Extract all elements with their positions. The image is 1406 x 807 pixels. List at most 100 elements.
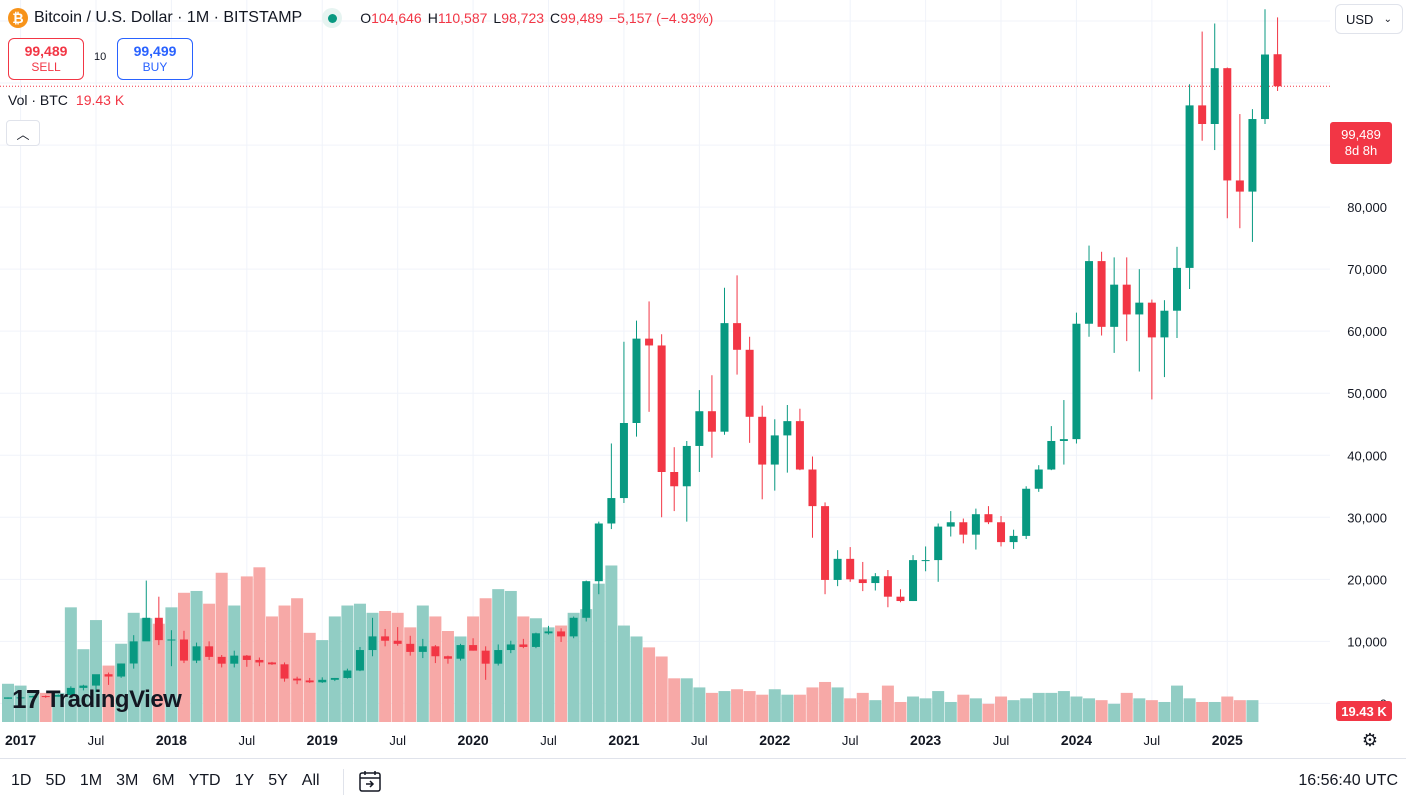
candle-body [205,646,214,657]
volume-bar [605,565,618,722]
candle [154,596,163,646]
volume-bar [1045,692,1058,722]
volume-bar [995,696,1008,722]
candle-body [582,581,591,618]
volume-bar [856,692,869,722]
chart-settings-icon[interactable]: ⚙ [1361,729,1379,750]
candle-body [330,677,339,680]
candle [179,630,188,664]
x-tick-label: Jul [691,733,708,748]
candle-body [1173,267,1182,311]
candle-body [770,435,779,465]
volume-legend[interactable]: Vol · BTC 19.43 K [8,92,124,108]
candle [833,550,842,587]
candle-body [1198,105,1207,124]
candle [594,521,603,595]
candle-body [167,639,176,641]
buy-button[interactable]: 99,499 BUY [117,38,193,80]
x-tick-label: 2024 [1061,732,1092,748]
currency-select[interactable]: USD ⌄ [1335,4,1403,34]
candle-body [242,655,251,660]
y-tick-label: 10,000 [1347,634,1387,649]
bitcoin-logo-icon: ₿ [8,8,28,28]
volume-legend-value: 19.43 K [75,92,125,108]
candle-body [494,650,503,664]
market-status-icon[interactable] [322,8,343,28]
range-5d-button[interactable]: 5D [45,772,66,789]
candle-body [343,670,352,678]
volume-bar [869,700,882,722]
candle [129,635,138,669]
volume-bar [303,632,316,722]
candle-body [695,411,704,446]
candle-body [1122,284,1131,315]
candle-body [355,650,364,671]
candle-body [1059,439,1068,441]
volume-bar [731,689,744,722]
range-1d-button[interactable]: 1D [11,772,32,789]
volume-bar [265,616,278,722]
utc-clock[interactable]: 16:56:40 UTC [1298,772,1398,789]
candle [305,677,314,683]
range-1y-button[interactable]: 1Y [234,772,255,789]
tradingview-watermark[interactable]: 17 TradingView [12,684,182,715]
candle [934,523,943,582]
volume-bar [416,605,429,722]
symbol-title[interactable]: Bitcoin / U.S. Dollar · 1M · BITSTAMP [34,9,303,26]
candle-body [104,674,113,677]
candle-body [154,617,163,641]
candle [381,628,390,647]
candle [645,301,654,412]
volume-bar [1070,696,1083,722]
collapse-legend-button[interactable]: ︿ [6,120,40,146]
candle-body [645,338,654,346]
high-label: H [427,10,438,26]
candle-body [883,576,892,597]
volume-bar [781,694,794,722]
candle [909,555,918,602]
volume-bar [919,698,932,722]
candle [1097,251,1106,336]
candle [1235,114,1244,229]
price-chart[interactable]: 010,00020,00030,00040,00050,00060,00070,… [0,0,1406,757]
range-all-button[interactable]: All [301,772,320,789]
currency-label: USD [1346,11,1374,27]
volume-bar [504,590,517,722]
y-tick-label: 40,000 [1347,448,1387,463]
candle-body [456,645,465,659]
x-tick-label: Jul [389,733,406,748]
volume-bar [102,665,115,722]
range-ytd-button[interactable]: YTD [188,772,221,789]
candle [1198,31,1207,141]
candle [883,570,892,608]
range-buttons: 1D 5D 1M 3M 6M YTD 1Y 5Y All [6,772,325,790]
range-6m-button[interactable]: 6M [152,772,175,789]
volume-bar [1020,698,1033,722]
candle-body [1034,469,1043,489]
range-3m-button[interactable]: 3M [116,772,139,789]
candle-body [707,411,716,432]
candle-body [293,678,302,681]
range-1m-button[interactable]: 1M [79,772,103,789]
volume-bar [379,610,392,722]
candle [707,375,716,458]
candle [406,635,415,656]
candle [770,419,779,491]
volume-bar [756,694,769,722]
calendar-goto-icon[interactable] [358,769,382,793]
candle-body [720,323,729,432]
candle-body [443,656,452,659]
candle [242,655,251,667]
candle [318,677,327,683]
x-tick-label: Jul [842,733,859,748]
sell-button[interactable]: 99,489 SELL [8,38,84,80]
candle-body [1072,323,1081,440]
range-5y-button[interactable]: 5Y [268,772,288,789]
volume-bar [844,698,857,722]
volume-bar [743,691,756,722]
candle-body [267,662,276,665]
candle [858,561,867,592]
volume-bar [1095,700,1108,722]
volume-bar [291,598,304,722]
candle-body [79,685,88,688]
